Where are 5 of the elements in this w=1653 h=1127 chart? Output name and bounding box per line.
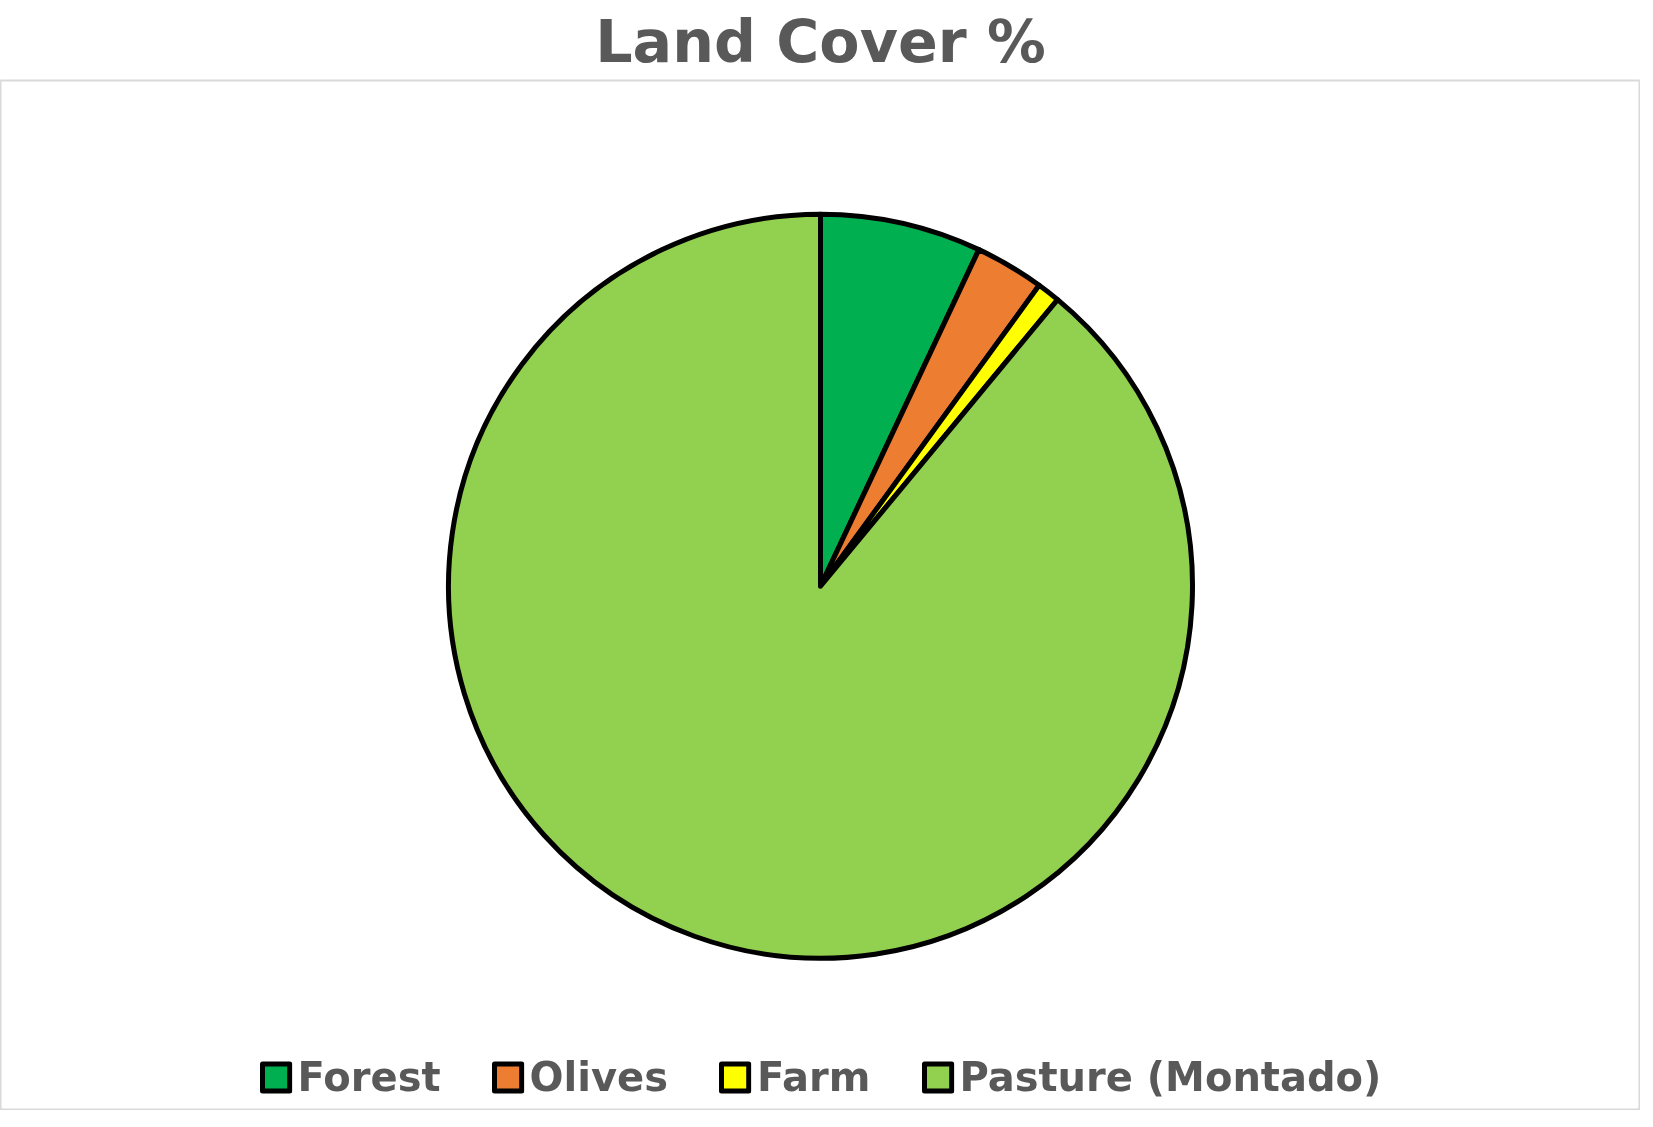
legend-label: Forest (297, 1054, 441, 1100)
legend-label: Farm (757, 1054, 871, 1100)
chart-title: Land Cover % (595, 7, 1046, 76)
legend-label: Olives (529, 1054, 669, 1100)
legend-label: Pasture (Montado) (959, 1054, 1382, 1100)
